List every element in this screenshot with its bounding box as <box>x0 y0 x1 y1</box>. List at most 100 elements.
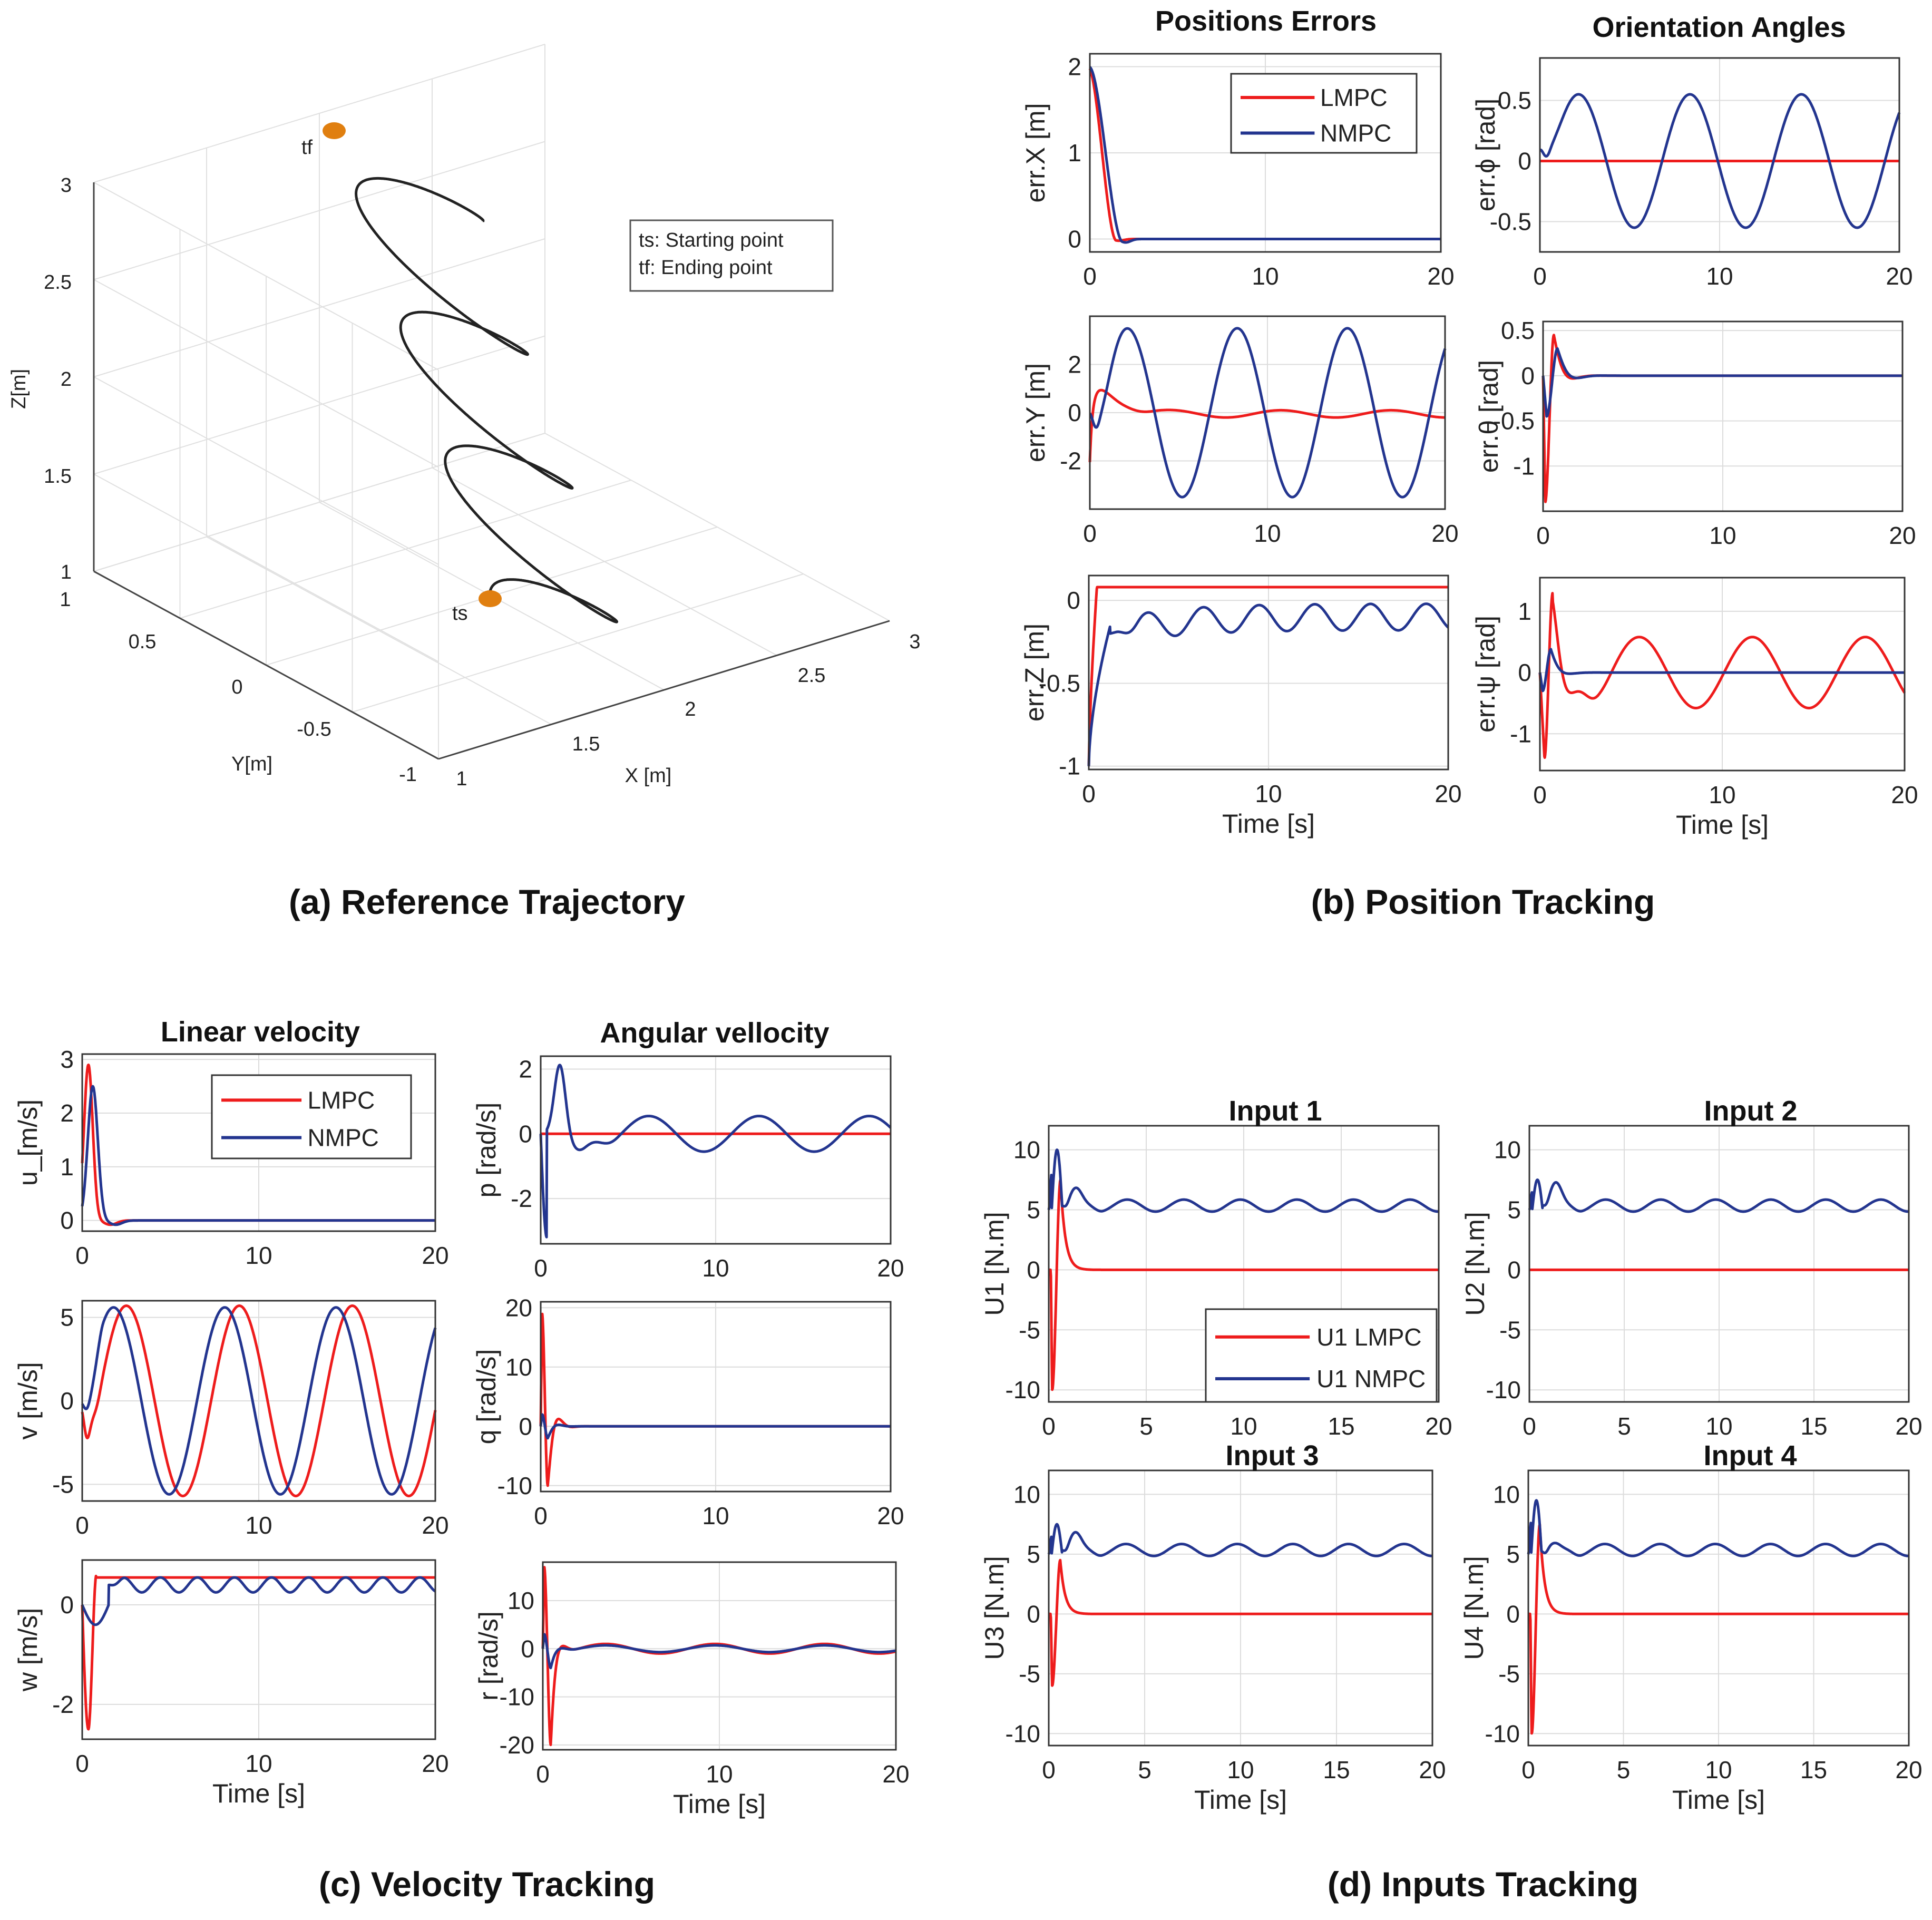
x-tick-label: 10 <box>1705 1412 1732 1440</box>
y-tick-label: -10 <box>500 1683 534 1711</box>
y-axis-label: err.Y [m] <box>1021 363 1050 462</box>
x-tick-label: 20 <box>877 1254 904 1282</box>
x-tick-3: 3 <box>909 631 920 653</box>
y-tick-label: 0 <box>519 1412 532 1440</box>
x-tick-label: 20 <box>1427 262 1454 290</box>
y-tick-label: -5 <box>1019 1660 1040 1688</box>
series-line-nmpc <box>1087 602 1449 766</box>
x-tick-label: 15 <box>1328 1412 1354 1440</box>
legend-label: NMPC <box>307 1124 378 1152</box>
x-tick-label: 10 <box>245 1242 272 1269</box>
start-point-marker <box>479 590 502 607</box>
series-line-nmpc <box>1089 66 1442 244</box>
y-tick-1: 1 <box>60 589 71 611</box>
title-linear-velocity: Linear velocity <box>161 1016 360 1048</box>
x-axis-label: Time [s] <box>1672 1785 1765 1815</box>
x-tick-label: 0 <box>534 1502 548 1529</box>
y-tick-label: -5 <box>1019 1316 1040 1343</box>
x-tick-label: 10 <box>1709 781 1735 808</box>
legend: LMPC NMPC <box>211 1074 412 1159</box>
x-tick-label: 0 <box>1533 262 1547 290</box>
y-tick-label: 0 <box>519 1120 532 1147</box>
x-axis-label: X [m] <box>625 765 672 787</box>
grid-line <box>93 433 545 572</box>
y-tick-label: -5 <box>52 1470 74 1498</box>
x-tick-label: 10 <box>702 1502 729 1529</box>
y-tick-label: 20 <box>505 1294 532 1321</box>
x-tick-label: 15 <box>1323 1756 1350 1783</box>
chart-velR: -20 -10 0 10 0 10 20 r [rad/s] Time [s] <box>474 1561 910 1819</box>
y-tick-label: 10 <box>1013 1480 1040 1508</box>
y-tick-label: 2 <box>1068 53 1081 81</box>
x-tick-label: 20 <box>1889 522 1916 549</box>
series-line-lmpc <box>81 1304 437 1497</box>
x-tick-label: 10 <box>1254 520 1281 547</box>
x-tick-label: 20 <box>1431 520 1458 547</box>
legend-label: LMPC <box>307 1086 375 1114</box>
series-line-nmpc <box>81 1576 436 1626</box>
y-tick-label: 0 <box>60 1591 74 1619</box>
y-axis-label: Y[m] <box>231 753 272 775</box>
caption-velocity-tracking: (c) Velocity Tracking <box>319 1865 655 1904</box>
y-tick-label: 0.5 <box>1498 87 1531 114</box>
y-tick-0.5: 0.5 <box>129 631 157 653</box>
x-tick-label: 10 <box>1252 262 1279 290</box>
x-tick-label: 0 <box>75 1512 89 1539</box>
x-tick-label: 10 <box>702 1254 729 1282</box>
legend: U1 LMPC U1 NMPC <box>1205 1308 1438 1403</box>
y-tick-label: 0 <box>1027 1256 1040 1283</box>
caption-reference-trajectory: (a) Reference Trajectory <box>289 882 685 921</box>
y-tick-label: 0 <box>1067 587 1080 614</box>
y-tick-label: -2 <box>511 1185 532 1212</box>
y-tick-label: 0 <box>1518 148 1531 175</box>
series-line-lmpc <box>1527 1523 1910 1735</box>
x-tick-label: 20 <box>1895 1412 1922 1440</box>
x-tick-label: 0 <box>75 1750 89 1777</box>
chart-errZ: -1 -0.5 0 0 10 20 err.Z [m] Time [s] <box>1020 574 1462 839</box>
x-tick-label: 20 <box>1886 262 1913 290</box>
series-line-lmpc <box>1538 592 1906 759</box>
x-tick-label: 15 <box>1800 1412 1827 1440</box>
chart-in3: -10 -5 0 5 10 0 5 10 15 20 U3 [N.m] Time [s] Input 3 <box>980 1440 1446 1815</box>
y-tick-label: -2 <box>1060 447 1081 475</box>
series-line-nmpc <box>1539 93 1901 229</box>
x-tick-label: 5 <box>1617 1756 1631 1783</box>
x-axis-label: Time [s] <box>1676 810 1769 840</box>
series-line-nmpc <box>539 1064 892 1239</box>
x-tick-label: 0 <box>1536 522 1550 549</box>
plot-frame <box>542 1561 897 1751</box>
x-tick-label: 10 <box>1709 522 1736 549</box>
x-tick-label: 5 <box>1138 1756 1152 1783</box>
x-tick-label: 0 <box>1082 780 1096 807</box>
x-tick-label: 20 <box>1425 1412 1452 1440</box>
3d-grid-box <box>93 44 890 760</box>
y-tick-label: 2 <box>1068 351 1081 378</box>
y-axis-label: U2 [N.m] <box>1460 1212 1490 1315</box>
y-tick-label: 0.5 <box>1501 317 1535 344</box>
y-axis-label: U4 [N.m] <box>1459 1556 1489 1660</box>
z-tick-2: 2 <box>61 368 72 391</box>
chart-title: Input 3 <box>1226 1440 1319 1471</box>
grid-line <box>180 480 631 619</box>
plot-frame <box>1089 315 1446 510</box>
series-line-lmpc <box>1087 586 1449 766</box>
series-line-lmpc <box>1088 388 1446 462</box>
chart-title: Input 1 <box>1229 1095 1322 1127</box>
x-tick-label: 10 <box>1230 1412 1257 1440</box>
y-axis-label: err.ψ [rad] <box>1471 616 1500 733</box>
series-line-nmpc <box>541 1633 897 1670</box>
x-tick-label: 0 <box>534 1254 548 1282</box>
y-tick-label: 0 <box>1027 1600 1040 1627</box>
series-line-nmpc <box>1528 1178 1910 1213</box>
y-tick-label: 10 <box>1493 1480 1520 1508</box>
legend-label: U1 LMPC <box>1316 1323 1421 1351</box>
x-tick-label: 10 <box>1705 1756 1732 1783</box>
y-axis-label: v [m/s] <box>13 1362 43 1439</box>
